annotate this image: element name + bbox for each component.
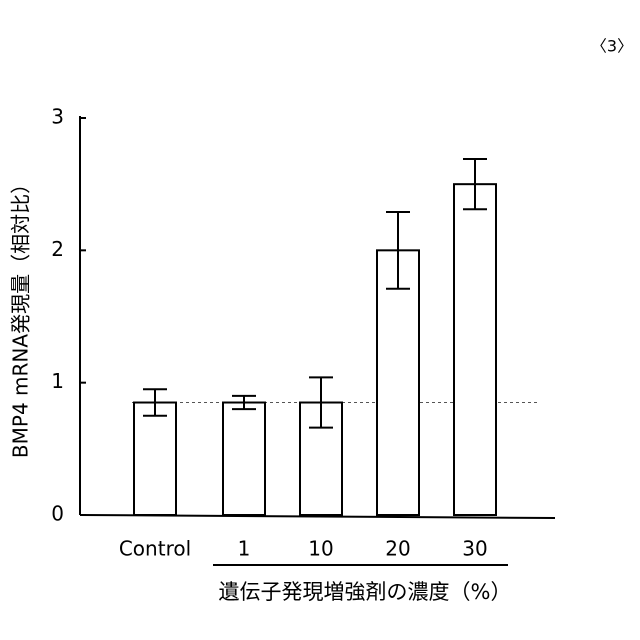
x-tick-label: Control [119, 537, 191, 561]
x-axis-label: 遺伝子発現増強剤の濃度（%） [219, 580, 512, 604]
x-tick-label: 20 [385, 537, 410, 561]
bar [454, 184, 496, 515]
x-tick-label: 30 [462, 537, 487, 561]
y-tick-label: 3 [51, 105, 64, 129]
bar [223, 403, 265, 515]
chart: 〈3〉 BMP4 mRNA発現量（相対比） 遺伝子発現増強剤の濃度（%） 0 1 2… [0, 0, 640, 640]
x-tick-label: 10 [308, 537, 333, 561]
y-tick-label: 1 [51, 369, 64, 393]
page-label: 〈3〉 [591, 37, 633, 56]
y-tick-label: 0 [51, 502, 64, 526]
y-tick-label: 2 [51, 237, 64, 261]
bar [377, 250, 419, 515]
x-tick-label: 1 [238, 537, 251, 561]
y-axis-label: BMP4 mRNA発現量（相対比） [9, 174, 33, 458]
bar [134, 403, 176, 515]
